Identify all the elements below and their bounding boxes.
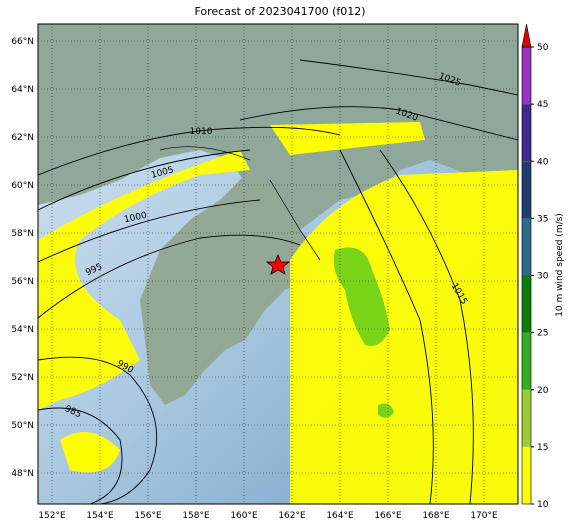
wind-west (38, 150, 250, 410)
colorbar-segment (522, 275, 531, 333)
lon-label: 158°E (182, 511, 210, 521)
map-area: 1025 1020 1010 1005 1000 995 990 985 101… (37, 23, 519, 505)
wind-green-small (378, 403, 394, 418)
colorbar-tick-label: 10 (537, 500, 549, 510)
axis-labels: 66°N 64°N 62°N 60°N 58°N 56°N 54°N 52°N 50°N 48°N… (11, 37, 498, 521)
isobars (37, 59, 519, 505)
colorbar-segment (522, 218, 531, 276)
lat-label: 50°N (11, 421, 34, 431)
colorbar: 10 15 20 25 30 35 40 45 50 (521, 23, 549, 510)
location-star (265, 253, 291, 275)
title: Forecast of 2023041700 (f012) (194, 5, 365, 18)
contour-label: 1010 (190, 127, 213, 137)
wind-north (270, 122, 425, 155)
colorbar-tick-label: 25 (537, 329, 548, 339)
lat-label: 64°N (11, 85, 34, 95)
contour-label: 1000 (123, 211, 148, 226)
colorbar-label: 10 m wind speed (m/s) (555, 213, 565, 317)
lat-label: 62°N (11, 133, 34, 143)
lat-label: 56°N (11, 277, 34, 287)
lon-label: 164°E (326, 511, 354, 521)
colorbar-segment (522, 389, 531, 447)
colorbar-tick-label: 35 (537, 214, 548, 224)
lat-label: 58°N (11, 229, 34, 239)
lat-label: 54°N (11, 325, 34, 335)
lat-label: 48°N (11, 469, 34, 479)
colorbar-tick-label: 30 (537, 272, 549, 282)
wind-green (333, 247, 390, 346)
lon-label: 162°E (278, 511, 306, 521)
lon-label: 170°E (470, 511, 498, 521)
colorbar-tick-label: 45 (537, 100, 548, 110)
colorbar-tick-label: 40 (537, 157, 549, 167)
wind-sw (60, 432, 120, 473)
lon-label: 156°E (134, 511, 162, 521)
map-frame (37, 23, 519, 505)
lat-label: 52°N (11, 373, 34, 383)
lon-label: 168°E (422, 511, 450, 521)
lat-label: 60°N (11, 181, 34, 191)
colorbar-extend (521, 23, 532, 48)
colorbar-segment (522, 47, 531, 105)
colorbar-tick-label: 20 (537, 386, 549, 396)
colorbar-tick-label: 15 (537, 443, 548, 453)
graticule (38, 24, 518, 504)
lon-label: 152°E (38, 511, 66, 521)
land-kamchatka (140, 170, 320, 405)
lon-label: 166°E (374, 511, 402, 521)
colorbar-tick-label: 50 (537, 43, 549, 53)
lon-label: 154°E (86, 511, 114, 521)
colorbar-segment (522, 104, 531, 162)
colorbar-segment (522, 332, 531, 390)
colorbar-segment (522, 446, 531, 504)
colorbar-segment (522, 161, 531, 219)
lon-label: 160°E (230, 511, 258, 521)
lat-label: 66°N (11, 37, 34, 47)
